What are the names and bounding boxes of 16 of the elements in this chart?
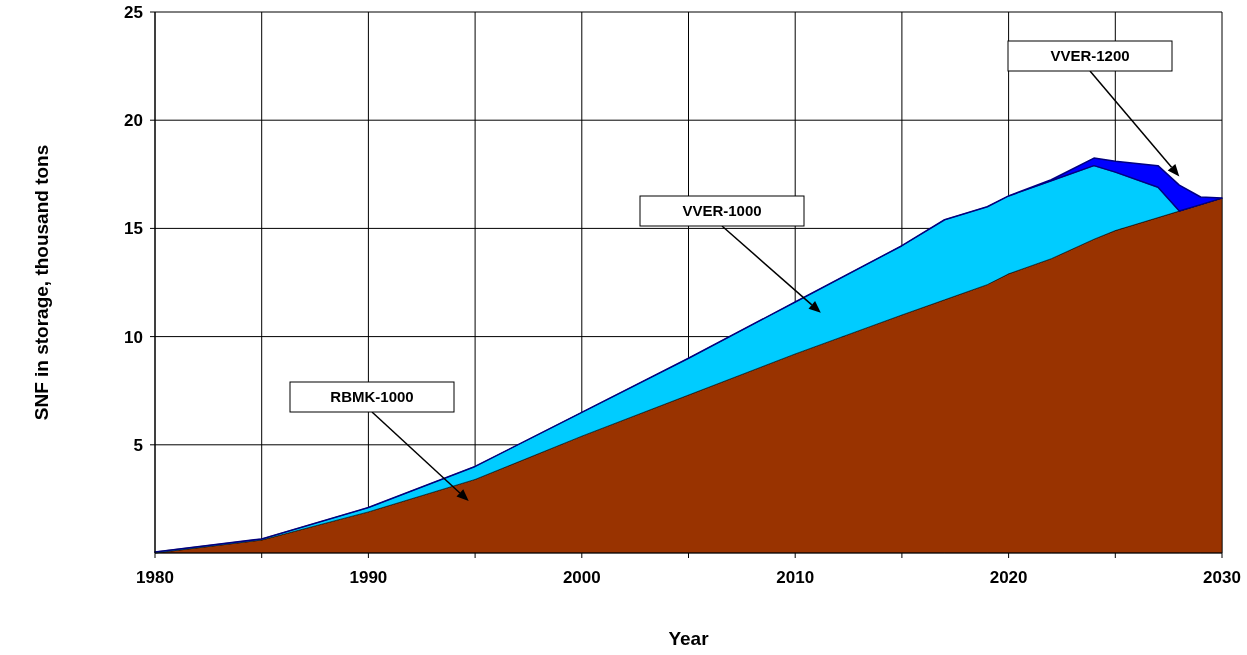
x-tick-label: 2010 — [776, 568, 815, 587]
text: VVER-1000 — [682, 202, 762, 220]
x-tick-label: 1990 — [349, 568, 388, 587]
x-axis-title: Year — [668, 628, 710, 649]
y-tick-label: 25 — [124, 2, 143, 22]
y-tick-label: 5 — [133, 435, 143, 455]
x-tick-label: 1980 — [136, 568, 174, 587]
text: VVER-1200 — [1050, 47, 1130, 65]
y-tick-label: 15 — [124, 219, 143, 239]
y-tick-label: 10 — [124, 327, 143, 347]
text: RBMK-1000 — [330, 388, 414, 406]
y-tick-label: 20 — [124, 111, 143, 131]
x-tick-label: 2020 — [989, 568, 1028, 587]
x-tick-label: 2000 — [562, 568, 601, 587]
y-axis-title: SNF in storage, thousand tons — [31, 144, 52, 421]
x-tick-label: 2030 — [1203, 568, 1241, 587]
